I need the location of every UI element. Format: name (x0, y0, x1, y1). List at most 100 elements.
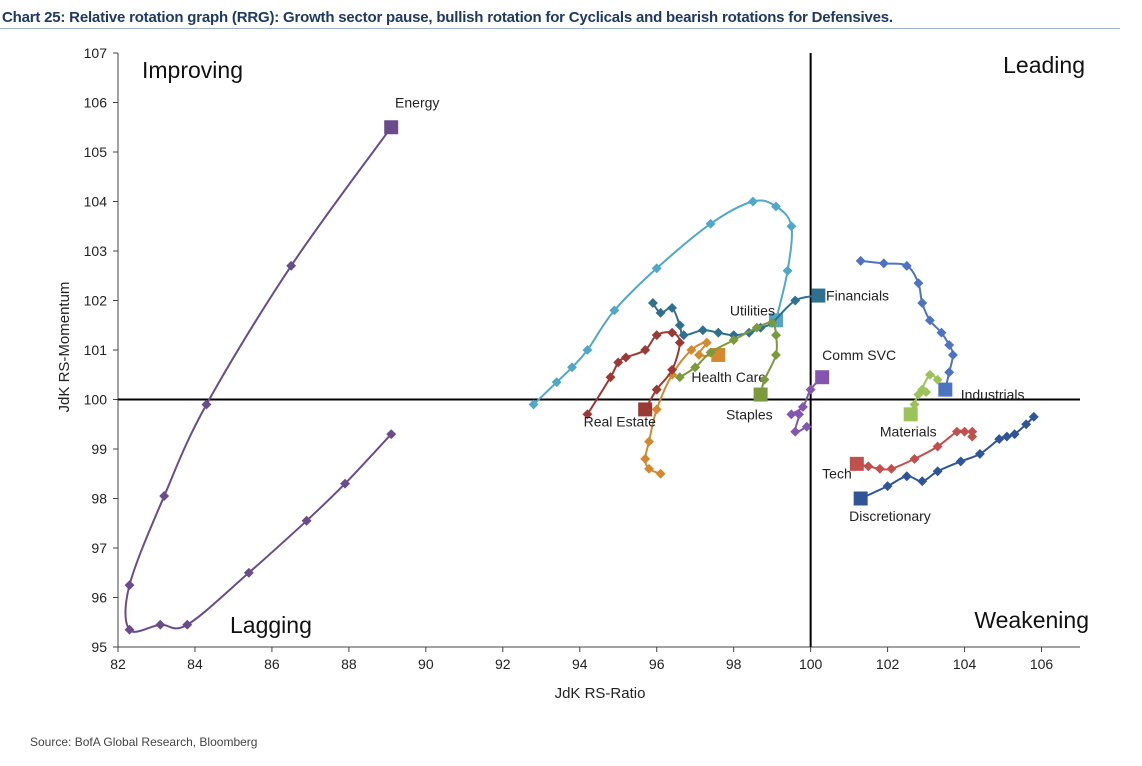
series-point-financials (713, 327, 724, 338)
series-endpoint-comm-svc (815, 370, 830, 385)
title-divider (0, 28, 1120, 29)
x-tick-label: 82 (110, 656, 126, 672)
y-axis-title: JdK RS-Momentum (56, 282, 73, 413)
series-point-energy (182, 619, 193, 630)
series-layer: Energy Utilities Financials Comm SVC Health … (124, 94, 1039, 635)
x-axis-ticks: 82 84 86 88 90 92 94 96 98 100 102 104 106 (110, 647, 1053, 672)
series-point-industrials (913, 278, 924, 289)
series-line-health-care (644, 341, 719, 475)
series-label-real-estate: Real Estate (584, 414, 657, 430)
series-point-comm-svc (786, 409, 797, 420)
x-tick-label: 90 (418, 656, 434, 672)
series-label-staples: Staples (726, 406, 773, 422)
series-point-industrials (901, 260, 912, 271)
series-point-industrials (924, 315, 935, 326)
y-tick-label: 106 (84, 95, 108, 111)
series-point-discretionary (901, 471, 912, 482)
series-point-health-care (701, 337, 712, 348)
series-point-energy (159, 491, 170, 501)
series-point-tech (951, 426, 962, 437)
series-label-energy: Energy (395, 94, 439, 110)
x-tick-label: 102 (876, 656, 900, 672)
y-tick-label: 99 (91, 441, 107, 457)
series-point-comm-svc (797, 401, 808, 412)
series-point-financials (647, 298, 658, 308)
series-point-real-estate (651, 330, 662, 341)
y-tick-label: 95 (91, 639, 107, 655)
series-industrials: Industrials (855, 255, 1025, 403)
series-comm-svc: Comm SVC (786, 347, 896, 437)
series-point-materials (932, 374, 943, 385)
series-label-financials: Financials (826, 288, 889, 304)
series-point-discretionary (882, 481, 893, 492)
series-point-staples (751, 322, 762, 333)
series-endpoint-energy (384, 120, 399, 135)
y-tick-label: 98 (91, 491, 107, 507)
series-point-staples (771, 349, 781, 360)
series-point-staples (759, 374, 770, 385)
series-endpoint-discretionary (853, 491, 868, 506)
quadrant-improving-label: Improving (142, 57, 243, 83)
series-point-discretionary (994, 434, 1005, 445)
series-point-financials (674, 320, 685, 331)
series-point-utilities (782, 265, 793, 276)
series-point-health-care (640, 453, 651, 464)
chart-title: Chart 25: Relative rotation graph (RRG):… (2, 9, 893, 26)
y-tick-label: 105 (84, 144, 108, 160)
x-tick-label: 88 (341, 656, 357, 672)
series-point-tech (967, 426, 978, 437)
quadrant-weakening-label: Weakening (974, 607, 1089, 633)
y-axis-ticks: 95 96 97 98 99 100 101 102 103 104 105 106 107 (84, 45, 118, 655)
series-point-real-estate (651, 384, 662, 395)
series-point-staples (728, 335, 739, 346)
crosshair (118, 53, 1080, 647)
y-tick-label: 97 (91, 540, 107, 556)
series-point-industrials (944, 367, 955, 378)
series-endpoint-tech (849, 456, 864, 471)
x-axis-title: JdK RS-Ratio (555, 685, 646, 702)
series-point-financials (655, 307, 666, 318)
y-tick-label: 107 (84, 45, 108, 61)
y-tick-label: 100 (84, 392, 108, 408)
series-point-tech (932, 441, 943, 452)
series-point-energy (340, 478, 351, 489)
series-point-staples (771, 330, 781, 341)
series-point-financials (667, 302, 678, 313)
y-tick-label: 103 (84, 243, 108, 259)
series-endpoint-real-estate (638, 402, 653, 417)
y-tick-label: 102 (84, 293, 108, 309)
series-line-real-estate (586, 331, 681, 415)
series-point-utilities (786, 221, 797, 232)
series-point-discretionary (932, 466, 943, 477)
series-point-industrials (944, 340, 955, 350)
x-tick-label: 106 (1030, 656, 1054, 672)
series-health-care: Health Care (640, 337, 766, 479)
series-point-staples (705, 347, 716, 358)
x-tick-label: 100 (799, 656, 823, 672)
series-label-utilities: Utilities (730, 302, 775, 318)
series-point-industrials (855, 255, 866, 266)
series-point-financials (697, 325, 708, 336)
series-point-energy (124, 624, 135, 635)
series-point-energy (124, 580, 135, 591)
series-label-tech: Tech (822, 466, 852, 482)
quadrant-lagging-label: Lagging (230, 612, 312, 638)
plot-frame (117, 53, 1080, 648)
series-point-staples (674, 372, 685, 383)
series-point-tech (886, 463, 897, 474)
x-tick-label: 94 (572, 656, 588, 672)
series-point-comm-svc (805, 384, 816, 395)
source-note: Source: BofA Global Research, Bloomberg (30, 735, 258, 749)
series-point-tech (863, 461, 874, 472)
series-point-real-estate (667, 364, 678, 375)
series-endpoint-health-care (711, 347, 726, 362)
series-point-financials (790, 295, 801, 306)
series-point-discretionary (917, 476, 928, 487)
y-tick-label: 104 (84, 194, 108, 210)
series-point-health-care (644, 436, 654, 447)
series-point-real-estate (605, 372, 616, 383)
series-line-staples (679, 321, 778, 395)
x-tick-label: 98 (726, 656, 742, 672)
series-label-industrials: Industrials (961, 387, 1025, 403)
series-point-health-care (686, 345, 697, 355)
